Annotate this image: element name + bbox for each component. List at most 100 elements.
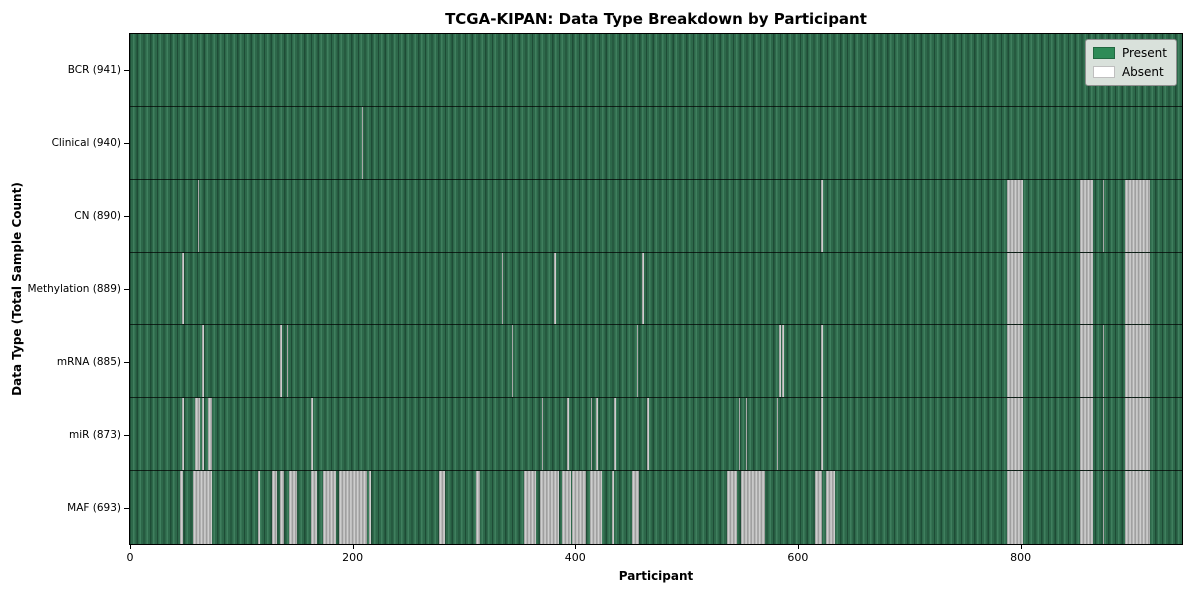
y-tick-mark	[124, 435, 129, 436]
x-tick-label-600: 600	[787, 551, 809, 564]
chart-title: TCGA-KIPAN: Data Type Breakdown by Parti…	[445, 10, 867, 28]
absent-stripe	[590, 398, 593, 471]
absent-stripe	[779, 325, 781, 398]
absent-stripe	[286, 325, 289, 398]
absent-stripe	[361, 106, 364, 179]
absent-stripe	[289, 471, 297, 544]
absent-stripe	[202, 325, 204, 398]
absent-stripe	[776, 398, 779, 471]
absent-stripe	[1079, 471, 1093, 544]
absent-stripe	[1125, 325, 1150, 398]
absent-stripe	[1007, 398, 1023, 471]
absent-stripe	[476, 471, 480, 544]
absent-stripe	[1102, 471, 1105, 544]
absent-stripe	[182, 252, 184, 325]
absent-stripe	[614, 398, 616, 471]
x-axis-label: Participant	[618, 569, 694, 583]
heatmap-row-mrna	[130, 325, 1182, 399]
absent-stripe	[272, 471, 277, 544]
absent-stripe	[589, 471, 602, 544]
y-tick-label-mrna: mRNA (885)	[56, 355, 121, 368]
y-tick-mark	[124, 143, 129, 144]
x-tick-label-200: 200	[342, 551, 364, 564]
plot-area: Present Absent	[129, 33, 1183, 545]
y-tick-label-bcr: BCR (941)	[67, 64, 121, 77]
absent-stripe	[1125, 252, 1150, 325]
x-tick-mark	[575, 545, 576, 549]
absent-stripe	[193, 471, 213, 544]
absent-stripe	[501, 252, 504, 325]
absent-stripe	[322, 471, 336, 544]
y-tick-mark	[124, 70, 129, 71]
y-tick-mark	[124, 289, 129, 290]
absent-stripe	[646, 398, 649, 471]
absent-stripe	[738, 398, 741, 471]
absent-stripe	[1007, 325, 1023, 398]
absent-stripe	[726, 471, 737, 544]
y-tick-label-mir: miR (873)	[68, 428, 121, 441]
absent-stripe	[1102, 398, 1105, 471]
absent-stripe	[814, 471, 823, 544]
absent-stripe	[280, 325, 282, 398]
absent-stripe	[1007, 252, 1023, 325]
y-axis-label: Data Type (Total Sample Count)	[10, 182, 24, 396]
absent-stripe	[280, 471, 284, 544]
absent-stripe	[642, 252, 644, 325]
absent-stripe	[554, 252, 556, 325]
y-tick-mark	[124, 362, 129, 363]
x-tick-mark	[353, 545, 354, 549]
absent-stripe	[612, 471, 614, 544]
legend-label: Present	[1121, 46, 1167, 60]
absent-stripe	[207, 398, 213, 471]
x-tick-label-0: 0	[126, 551, 134, 564]
absent-stripe	[1007, 471, 1023, 544]
absent-stripe	[821, 325, 823, 398]
absent-stripe	[311, 398, 313, 471]
absent-stripe	[539, 471, 559, 544]
absent-stripe	[369, 471, 371, 544]
absent-stripe	[1007, 179, 1023, 252]
legend: Present Absent	[1084, 39, 1177, 86]
y-tick-label-methylation: Methylation (889)	[27, 283, 121, 295]
heatmap-row-bcr	[130, 34, 1182, 107]
y-tick-mark	[124, 216, 129, 217]
y-tick-label-cn: CN (890)	[74, 210, 121, 223]
y-tick-label-clinical: Clinical (940)	[51, 137, 121, 150]
x-tick-label-800: 800	[1010, 551, 1032, 564]
absent-stripe	[180, 471, 184, 544]
absent-swatch	[1092, 66, 1115, 78]
x-tick-mark	[130, 545, 131, 549]
heatmap-row-mir	[130, 398, 1182, 472]
absent-stripe	[1079, 252, 1093, 325]
absent-stripe	[197, 179, 200, 252]
absent-stripe	[1102, 179, 1105, 252]
legend-item-present: Present	[1092, 46, 1167, 60]
absent-stripe	[741, 471, 765, 544]
absent-stripe	[439, 471, 446, 544]
absent-stripe	[1079, 179, 1093, 252]
absent-stripe	[194, 398, 201, 471]
legend-label: Absent	[1121, 65, 1164, 79]
x-tick-mark	[1021, 545, 1022, 549]
absent-stripe	[821, 179, 823, 252]
absent-stripe	[571, 471, 587, 544]
heatmap-row-maf	[130, 471, 1182, 544]
absent-stripe	[1102, 325, 1105, 398]
absent-stripe	[1125, 398, 1150, 471]
absent-stripe	[1079, 325, 1093, 398]
heatmap-row-cn	[130, 179, 1182, 253]
absent-stripe	[202, 398, 204, 471]
absent-stripe	[524, 471, 537, 544]
absent-stripe	[311, 471, 318, 544]
absent-stripe	[636, 325, 639, 398]
y-tick-label-maf: MAF (693)	[67, 501, 121, 514]
legend-item-absent: Absent	[1092, 65, 1167, 79]
absent-stripe	[1125, 179, 1150, 252]
present-swatch	[1092, 47, 1115, 59]
absent-stripe	[182, 398, 184, 471]
x-tick-label-400: 400	[564, 551, 586, 564]
absent-stripe	[596, 398, 598, 471]
absent-stripe	[567, 398, 569, 471]
heatmap-rows	[130, 34, 1182, 544]
